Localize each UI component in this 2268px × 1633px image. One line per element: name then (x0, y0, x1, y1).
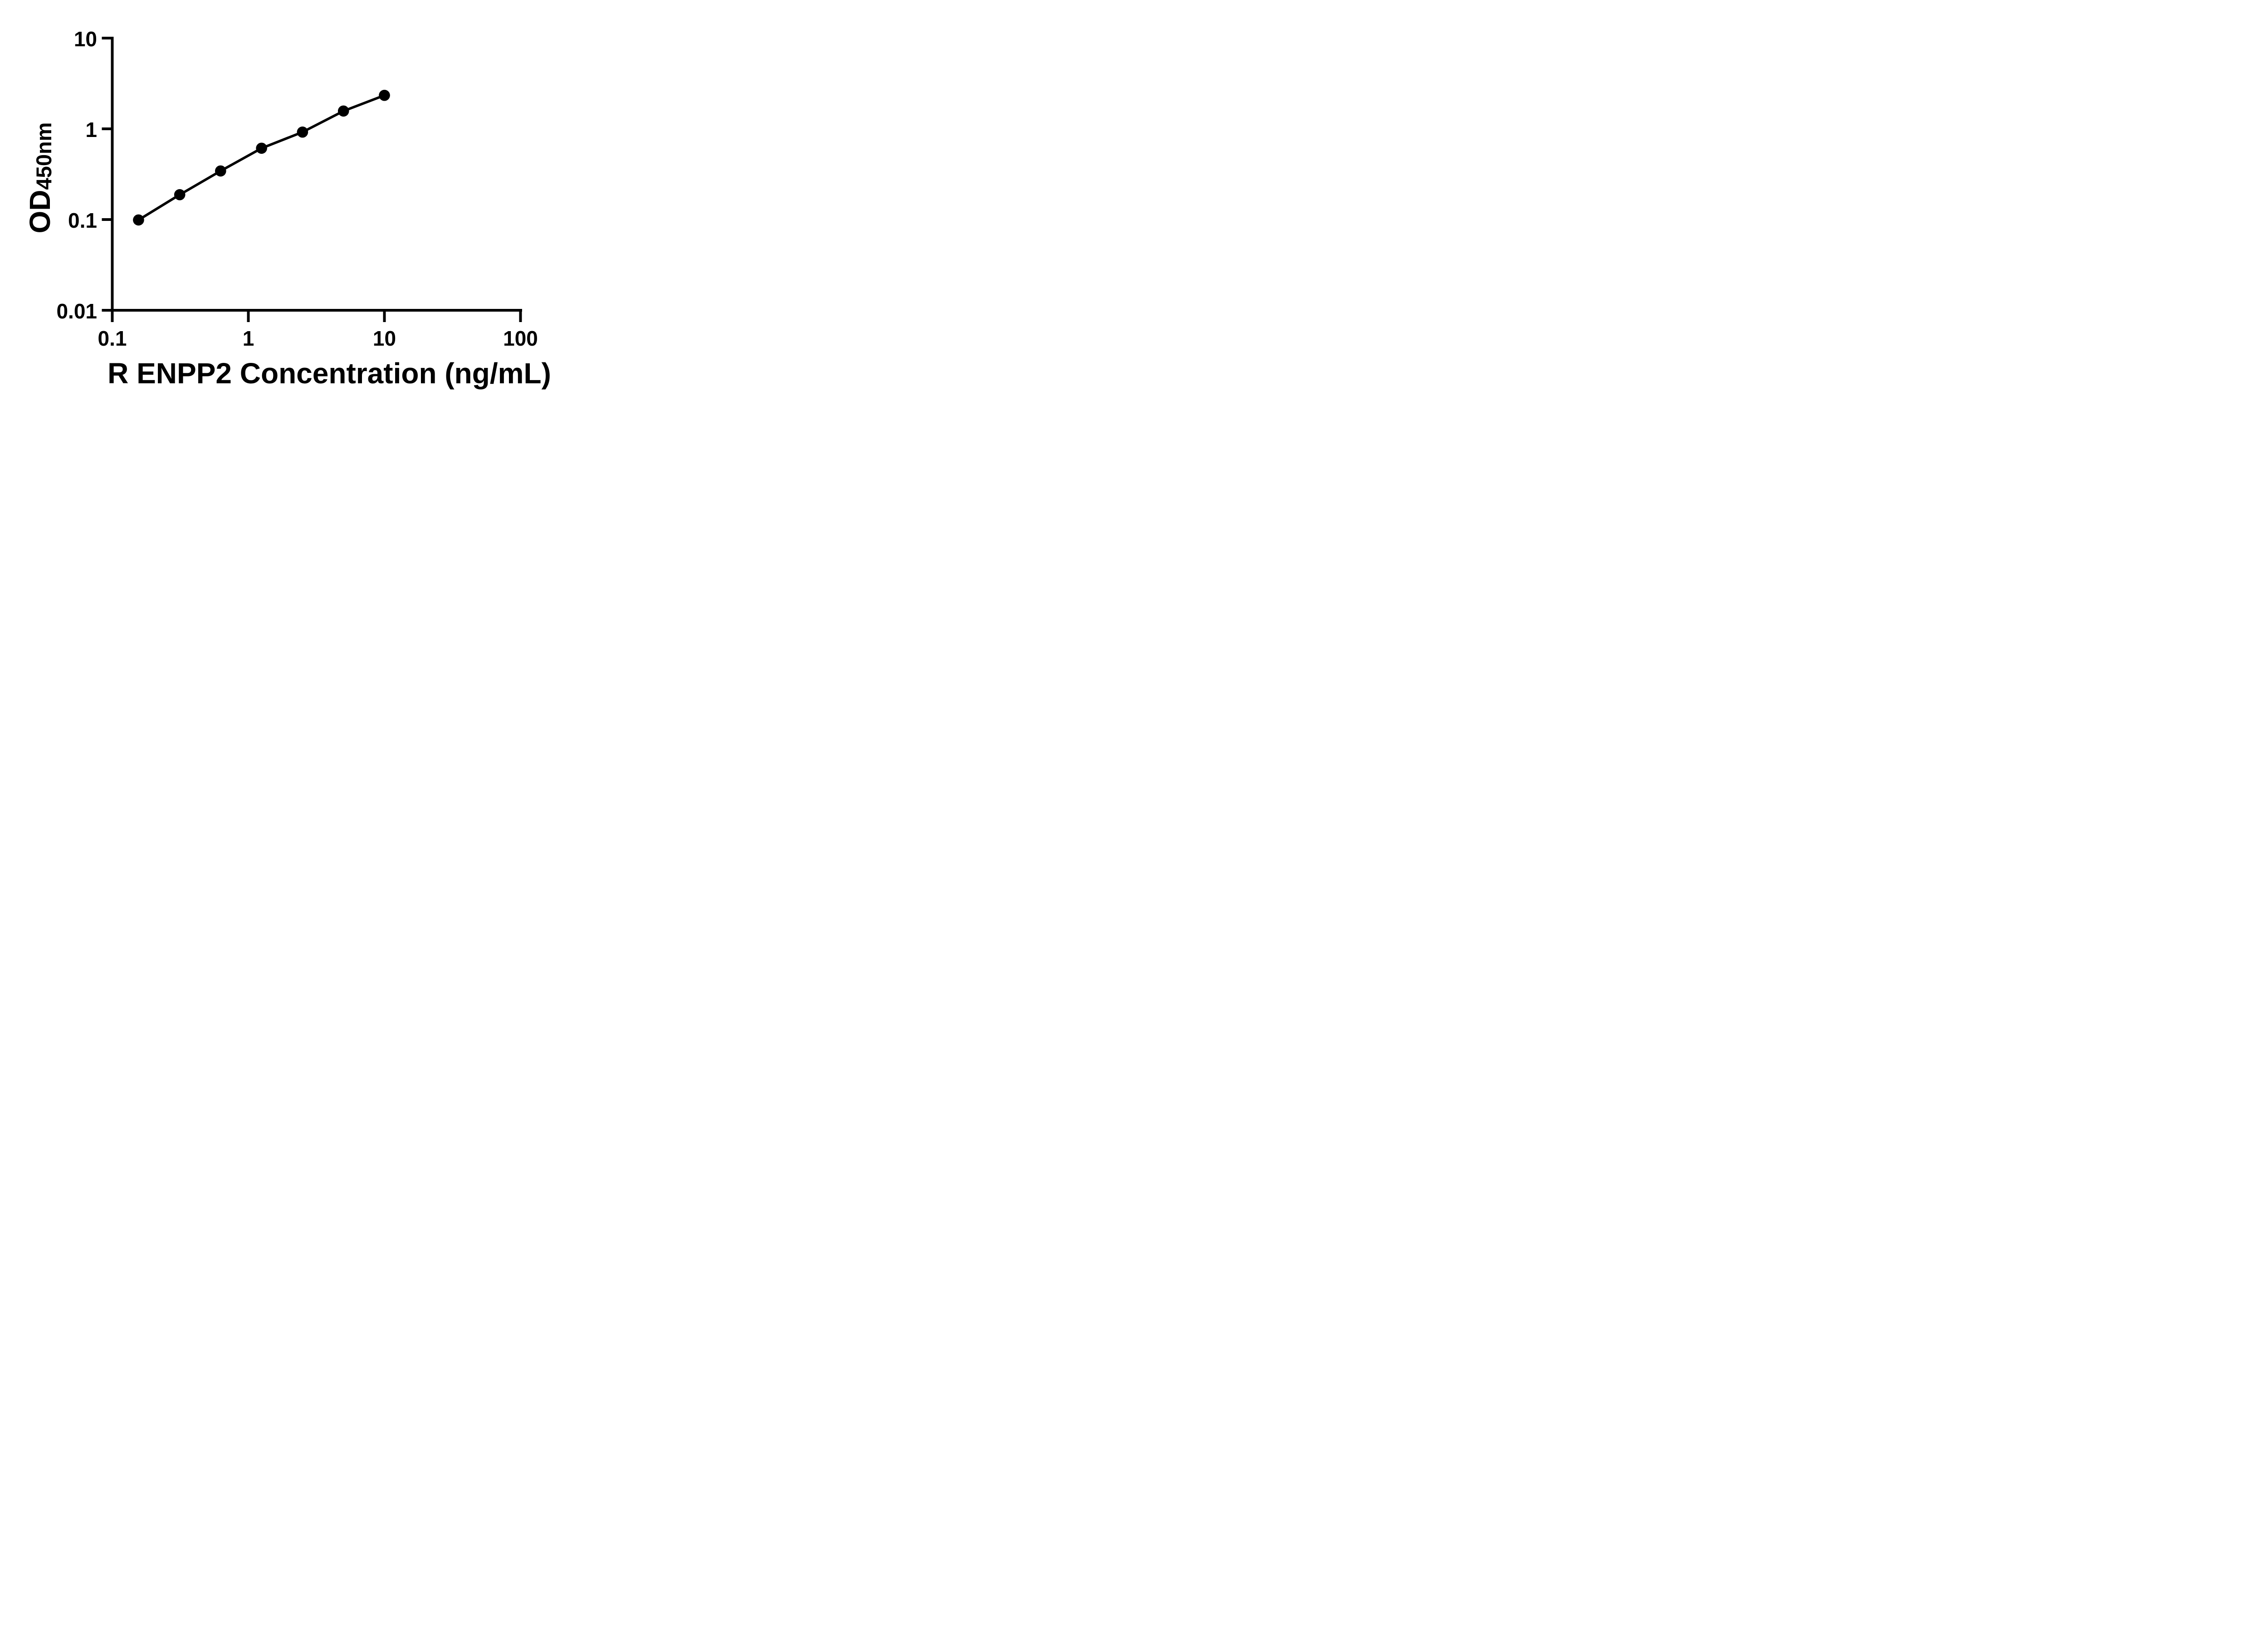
data-point-marker (337, 105, 349, 117)
standard-curve-figure: 0.01 0.1 1 10 0.1 1 10 100 OD450nm R ENPP2 Conc… (0, 0, 583, 408)
x-tick-label: 0.1 (98, 327, 127, 350)
y-axis-title: OD450nm (23, 122, 57, 234)
data-point-marker (379, 89, 390, 101)
data-point-marker (215, 165, 226, 177)
y-tick-label: 0.1 (68, 209, 97, 232)
data-point-marker (133, 214, 144, 226)
y-axis-title-subscript: 450nm (32, 122, 56, 190)
data-point-marker (174, 189, 186, 200)
y-axis-title-main: OD (24, 190, 56, 234)
y-tick-label: 10 (74, 27, 97, 51)
x-axis-title: R ENPP2 Concentration (ng/mL) (108, 357, 551, 390)
x-tick-label: 100 (503, 327, 538, 350)
data-point-marker (297, 126, 308, 138)
y-tick-label: 1 (85, 118, 97, 142)
x-tick-label: 1 (243, 327, 254, 350)
y-tick-label: 0.01 (56, 299, 97, 323)
x-tick-label: 10 (373, 327, 396, 350)
data-point-marker (256, 142, 267, 154)
